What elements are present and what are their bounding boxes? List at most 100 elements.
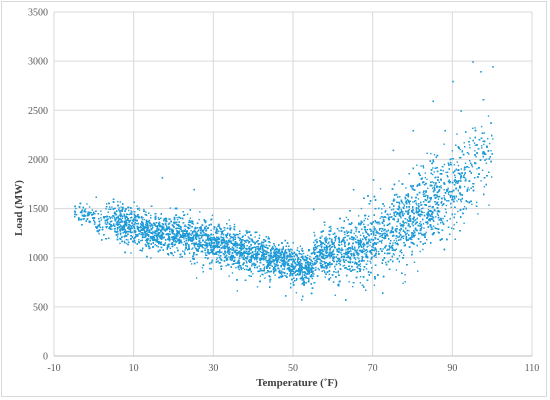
data-point bbox=[351, 247, 353, 250]
data-point bbox=[215, 230, 218, 232]
data-point bbox=[375, 242, 377, 244]
data-point bbox=[267, 262, 269, 265]
data-point bbox=[301, 270, 303, 273]
data-point bbox=[445, 171, 447, 174]
data-point bbox=[270, 264, 272, 266]
data-point bbox=[291, 256, 294, 258]
data-point bbox=[245, 247, 247, 250]
data-point bbox=[128, 209, 130, 212]
data-point bbox=[284, 256, 286, 258]
data-point bbox=[370, 262, 372, 264]
data-point bbox=[254, 258, 256, 261]
data-point bbox=[236, 249, 238, 252]
data-point bbox=[334, 268, 337, 270]
data-point bbox=[91, 209, 93, 211]
data-point bbox=[380, 227, 382, 230]
data-point bbox=[315, 269, 317, 271]
data-point bbox=[111, 228, 113, 230]
data-point bbox=[278, 253, 281, 255]
data-point bbox=[447, 180, 450, 183]
data-point bbox=[396, 208, 399, 210]
data-point bbox=[360, 239, 362, 242]
data-point bbox=[250, 239, 253, 241]
data-point bbox=[191, 233, 193, 235]
data-point bbox=[116, 229, 119, 231]
data-point bbox=[152, 231, 154, 233]
data-point bbox=[143, 229, 145, 232]
data-point bbox=[255, 241, 257, 244]
data-point bbox=[433, 171, 435, 173]
data-point bbox=[316, 242, 318, 244]
data-point bbox=[329, 277, 332, 279]
data-point bbox=[264, 277, 266, 279]
data-point bbox=[131, 211, 133, 213]
data-point bbox=[405, 235, 407, 238]
data-point bbox=[326, 254, 329, 257]
data-point bbox=[465, 178, 467, 180]
data-point bbox=[356, 227, 358, 229]
data-point bbox=[120, 228, 122, 230]
data-point bbox=[187, 240, 189, 242]
data-point bbox=[176, 216, 178, 219]
data-point bbox=[299, 245, 302, 247]
data-point bbox=[450, 161, 452, 164]
data-point bbox=[385, 216, 387, 219]
data-point bbox=[262, 253, 264, 255]
data-point bbox=[383, 205, 385, 207]
data-point bbox=[359, 234, 362, 236]
data-point bbox=[422, 193, 425, 196]
data-point bbox=[415, 219, 417, 221]
data-point bbox=[75, 214, 78, 216]
data-point bbox=[130, 252, 132, 254]
data-point bbox=[464, 177, 466, 179]
data-point bbox=[140, 234, 142, 236]
data-point bbox=[200, 228, 202, 230]
data-point bbox=[151, 227, 154, 229]
data-point bbox=[490, 150, 492, 152]
data-point bbox=[211, 237, 213, 239]
data-point bbox=[129, 229, 132, 232]
data-point bbox=[399, 222, 401, 225]
data-point bbox=[281, 273, 283, 276]
data-point bbox=[233, 223, 236, 226]
data-point bbox=[447, 187, 449, 189]
data-point bbox=[86, 203, 88, 205]
data-point bbox=[247, 252, 249, 254]
data-point bbox=[408, 208, 410, 211]
data-point bbox=[382, 248, 384, 250]
data-point bbox=[191, 243, 193, 245]
data-point bbox=[183, 240, 186, 243]
data-point bbox=[447, 191, 450, 194]
data-point bbox=[381, 208, 383, 210]
data-point bbox=[357, 254, 359, 257]
data-point bbox=[365, 268, 368, 270]
data-point bbox=[195, 243, 197, 245]
data-point bbox=[253, 241, 255, 243]
data-point bbox=[375, 229, 377, 231]
data-point bbox=[270, 262, 272, 264]
data-point bbox=[147, 239, 149, 241]
data-point bbox=[460, 180, 462, 182]
data-point bbox=[192, 247, 194, 249]
data-point bbox=[358, 215, 360, 217]
data-point bbox=[316, 255, 319, 257]
data-point bbox=[155, 235, 157, 237]
data-point bbox=[426, 239, 428, 241]
data-point bbox=[153, 234, 156, 237]
data-point bbox=[110, 216, 112, 218]
data-point bbox=[363, 248, 365, 251]
data-point bbox=[134, 230, 136, 233]
data-point bbox=[241, 236, 243, 238]
data-point bbox=[350, 250, 352, 253]
data-point bbox=[256, 254, 259, 257]
data-point bbox=[422, 191, 425, 194]
data-point bbox=[256, 286, 259, 288]
data-point bbox=[339, 268, 341, 270]
data-point bbox=[327, 255, 330, 257]
data-point bbox=[358, 224, 360, 226]
data-point bbox=[247, 240, 249, 242]
data-point bbox=[251, 254, 253, 256]
data-point bbox=[117, 233, 119, 235]
data-point bbox=[359, 265, 362, 268]
data-point bbox=[315, 255, 317, 258]
